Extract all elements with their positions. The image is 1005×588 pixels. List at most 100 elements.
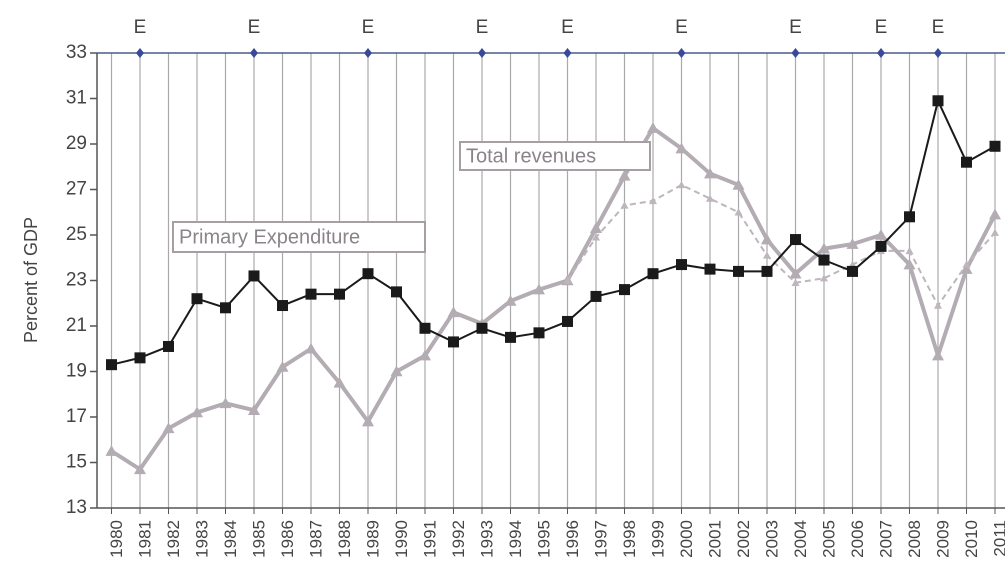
marker-diamond bbox=[877, 48, 885, 58]
x-tick-label: 1994 bbox=[506, 520, 525, 558]
point bbox=[676, 259, 687, 271]
y-tick-label: 15 bbox=[66, 452, 87, 473]
x-tick-label: 2009 bbox=[933, 520, 952, 558]
x-tick-label: 1992 bbox=[449, 520, 468, 558]
annotation: Primary Expenditure bbox=[179, 226, 360, 248]
x-tick-label: 1985 bbox=[249, 520, 268, 558]
point bbox=[362, 415, 374, 427]
point bbox=[961, 156, 972, 168]
point bbox=[763, 251, 771, 259]
point bbox=[790, 234, 801, 246]
x-tick-label: 1996 bbox=[563, 520, 582, 558]
x-tick-label: 2006 bbox=[848, 520, 867, 558]
x-tick-label: 2005 bbox=[819, 520, 838, 558]
point bbox=[563, 276, 572, 284]
y-tick-label: 31 bbox=[66, 88, 87, 109]
series-line bbox=[566, 183, 996, 308]
y-tick-label: 23 bbox=[66, 270, 87, 291]
x-tick-label: 1990 bbox=[392, 520, 411, 558]
point bbox=[505, 331, 516, 343]
marker-label: E bbox=[561, 17, 574, 38]
point bbox=[590, 222, 602, 233]
point bbox=[163, 340, 174, 352]
point bbox=[391, 286, 402, 298]
point bbox=[562, 315, 573, 327]
point bbox=[333, 376, 346, 388]
point bbox=[704, 263, 716, 275]
point bbox=[734, 208, 743, 216]
point bbox=[732, 178, 745, 190]
point bbox=[903, 258, 916, 270]
annotation-box bbox=[459, 141, 651, 171]
point bbox=[362, 268, 374, 280]
point bbox=[649, 196, 657, 205]
x-tick-label: 1999 bbox=[648, 520, 667, 558]
point bbox=[704, 167, 716, 179]
point bbox=[248, 270, 260, 282]
point bbox=[761, 265, 773, 277]
x-tick-label: 2008 bbox=[905, 520, 924, 558]
x-tick-label: 2002 bbox=[734, 520, 753, 558]
y-tick-label: 25 bbox=[66, 224, 87, 245]
annotation-box bbox=[172, 221, 426, 253]
point bbox=[960, 263, 973, 274]
point bbox=[818, 242, 830, 254]
point bbox=[989, 208, 1001, 220]
point bbox=[305, 288, 317, 300]
annotation: Total revenues bbox=[466, 145, 596, 167]
point bbox=[647, 122, 659, 133]
x-tick-label: 1981 bbox=[135, 520, 154, 558]
x-tick-label: 1998 bbox=[620, 520, 639, 558]
point bbox=[248, 404, 260, 415]
marker-diamond bbox=[136, 48, 144, 58]
y-tick-label: 13 bbox=[66, 497, 87, 518]
x-tick-label: 1986 bbox=[278, 520, 297, 558]
point bbox=[789, 267, 802, 279]
marker-label: E bbox=[248, 17, 261, 38]
point bbox=[419, 322, 431, 334]
x-tick-label: 2007 bbox=[876, 520, 895, 558]
point bbox=[219, 397, 232, 409]
marker-label: E bbox=[675, 17, 688, 38]
x-tick-label: 2004 bbox=[791, 520, 810, 558]
point bbox=[620, 201, 629, 209]
y-tick-label: 17 bbox=[66, 406, 87, 427]
point bbox=[677, 180, 686, 189]
x-tick-label: 2003 bbox=[762, 520, 781, 558]
point bbox=[105, 445, 118, 456]
x-tick-label: 1984 bbox=[221, 520, 240, 558]
point bbox=[846, 238, 859, 249]
y-tick-label: 33 bbox=[66, 42, 87, 63]
x-tick-label: 1997 bbox=[591, 520, 610, 558]
y-axis-label: Percent of GDP bbox=[21, 217, 41, 343]
x-tick-label: 1980 bbox=[107, 520, 126, 558]
point bbox=[934, 301, 942, 309]
marker-diamond bbox=[250, 48, 258, 58]
point bbox=[106, 359, 117, 371]
x-tick-label: 2010 bbox=[962, 520, 981, 558]
point bbox=[706, 194, 714, 202]
point bbox=[592, 233, 600, 241]
marker-label: E bbox=[476, 17, 489, 38]
x-tick-label: 1991 bbox=[420, 520, 439, 558]
point bbox=[220, 302, 231, 314]
point bbox=[733, 265, 744, 277]
point bbox=[533, 327, 545, 339]
marker-diamond bbox=[478, 48, 486, 58]
point bbox=[932, 349, 944, 361]
marker-diamond bbox=[791, 48, 800, 58]
point bbox=[276, 360, 289, 372]
point bbox=[647, 268, 659, 280]
point bbox=[134, 352, 146, 364]
point bbox=[820, 274, 828, 282]
point bbox=[618, 169, 631, 181]
x-tick-label: 2000 bbox=[677, 520, 696, 558]
series-line bbox=[110, 125, 997, 473]
x-tick-label: 2011 bbox=[990, 520, 1005, 557]
point bbox=[590, 290, 602, 302]
point bbox=[932, 95, 944, 107]
point bbox=[675, 142, 688, 154]
x-tick-label: 1987 bbox=[306, 520, 325, 558]
point bbox=[504, 294, 517, 306]
marker-label: E bbox=[932, 17, 945, 38]
